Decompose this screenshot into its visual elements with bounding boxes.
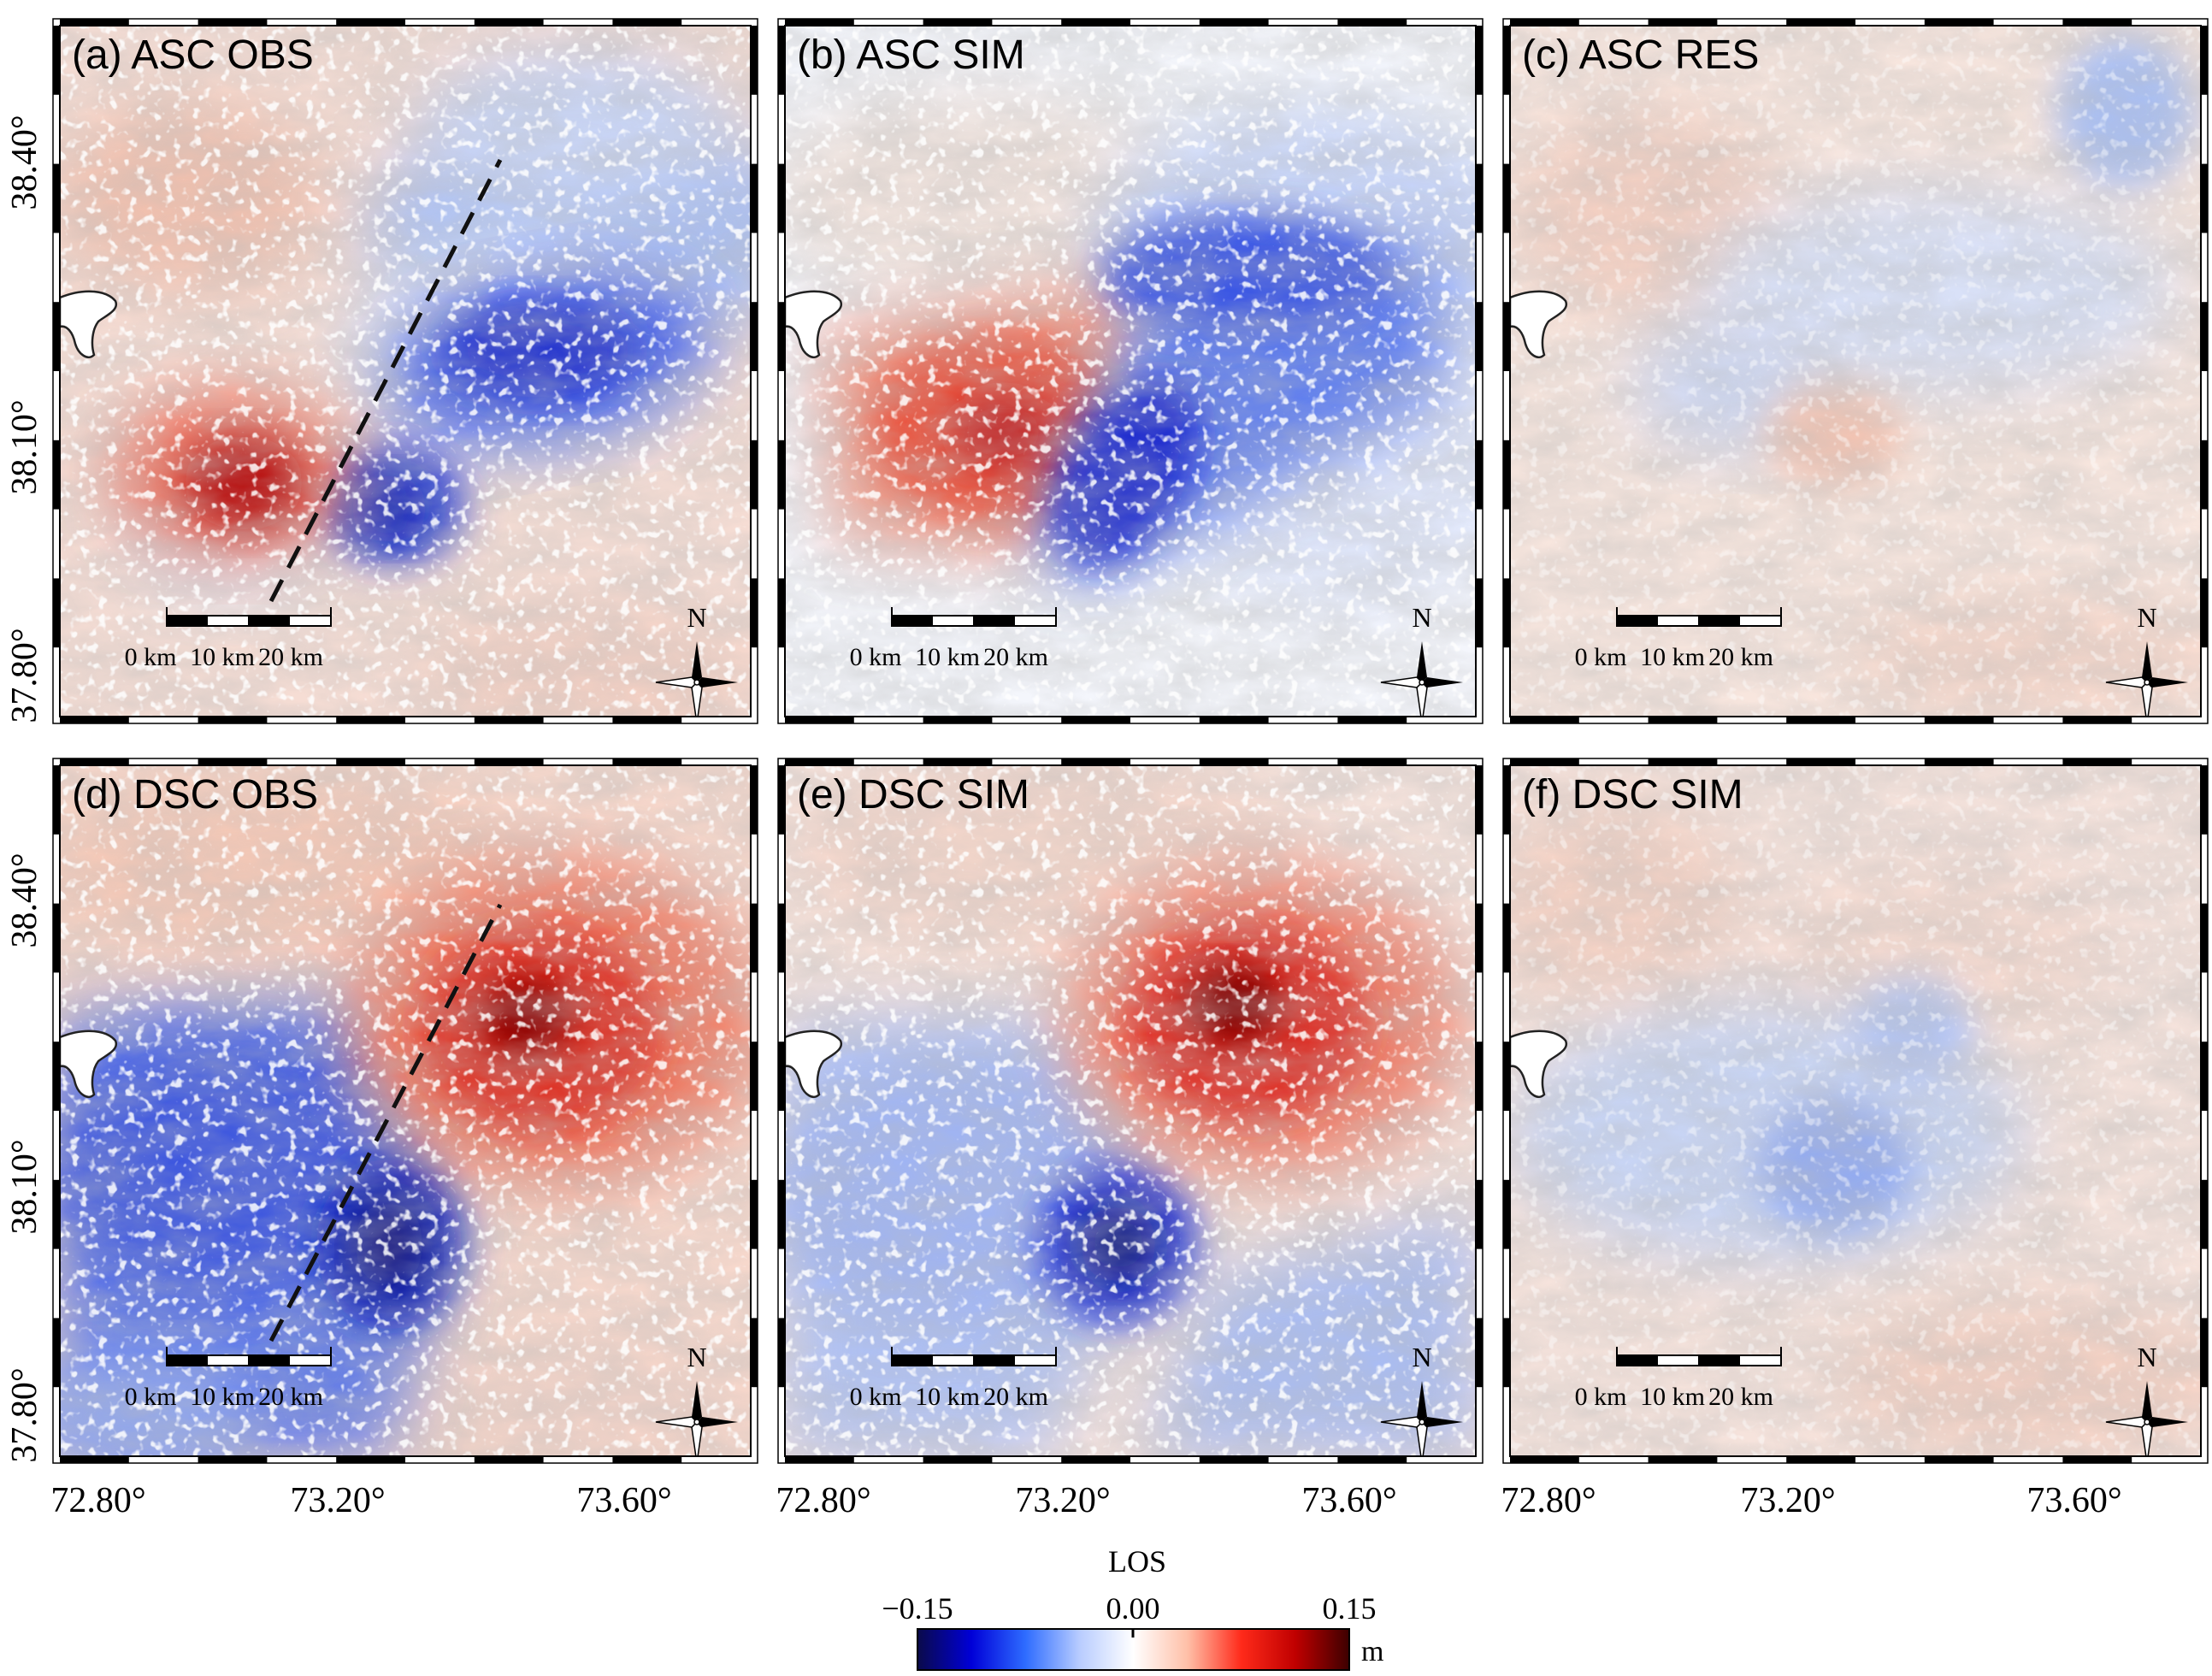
panel-map-area: 0 km 10 km 20 km N xyxy=(60,765,751,1456)
lake-outline xyxy=(60,1030,118,1098)
colorbar-title: LOS xyxy=(1108,1544,1166,1579)
decorrelation-speckle xyxy=(785,765,1476,1456)
latitude-tick-label: 38.10° xyxy=(5,399,44,494)
north-arrow-label: N xyxy=(1412,602,1431,633)
lake-outline xyxy=(785,1030,843,1098)
scale-bar-label: 20 km xyxy=(1708,643,1773,671)
scale-bar-label: 0 km xyxy=(1575,1383,1627,1411)
map-frame xyxy=(1502,758,2209,1464)
longitude-tick-label: 73.60° xyxy=(576,1481,671,1520)
latitude-tick-label: 38.40° xyxy=(5,853,44,947)
scale-bar-label: 20 km xyxy=(983,643,1048,671)
panel-a: 0 km 10 km 20 km N (a) ASC OBS xyxy=(52,18,758,724)
panel-d: 0 km 10 km 20 km N (d) DSC OBS xyxy=(52,758,758,1464)
colorbar: LOS −0.15 0.00 0.15 m xyxy=(882,1544,1383,1671)
scale-bar-label: 0 km xyxy=(125,1383,177,1411)
longitude-tick-label: 73.60° xyxy=(2026,1481,2121,1520)
panel-title: (e) DSC SIM xyxy=(797,772,1029,817)
north-arrow: N xyxy=(2105,602,2188,717)
scale-bar-label: 10 km xyxy=(1640,643,1705,671)
scale-bar-label: 20 km xyxy=(258,1383,323,1411)
panel-b: 0 km 10 km 20 km N (b) ASC SIM xyxy=(777,18,1484,724)
colorbar-mid-label: 0.00 xyxy=(1106,1591,1160,1626)
decorrelation-speckle xyxy=(785,26,1476,717)
lake-outline xyxy=(785,290,843,358)
panel-title: (a) ASC OBS xyxy=(72,32,314,78)
panel-c: 0 km 10 km 20 km N (c) ASC RES xyxy=(1502,18,2209,724)
latitude-tick-label: 38.40° xyxy=(5,115,44,210)
panel-f: 0 km 10 km 20 km N (f) DSC SIM xyxy=(1502,758,2209,1464)
fault-trace-line xyxy=(268,903,503,1343)
decorrelation-speckle xyxy=(60,765,751,1456)
decorrelation-speckle xyxy=(60,26,751,717)
panel-title: (b) ASC SIM xyxy=(797,32,1025,78)
panel-map-area: 0 km 10 km 20 km N xyxy=(1510,765,2201,1456)
north-arrow-label: N xyxy=(2137,602,2156,633)
latitude-tick-label: 37.80° xyxy=(5,1367,44,1462)
lake-outline xyxy=(60,290,118,358)
longitude-tick-label: 73.20° xyxy=(1740,1481,1835,1520)
panel-map-area: 0 km 10 km 20 km N xyxy=(1510,26,2201,717)
north-arrow-label: N xyxy=(1412,1342,1431,1372)
panel-title: (c) ASC RES xyxy=(1522,32,1759,78)
scale-bar-label: 0 km xyxy=(125,643,177,671)
colorbar-max-label: 0.15 xyxy=(1323,1591,1377,1626)
scale-bar: 0 km 10 km 20 km xyxy=(125,1347,332,1411)
latitude-tick-label: 38.10° xyxy=(5,1139,44,1234)
longitude-tick-label: 72.80° xyxy=(776,1481,870,1520)
scale-bar-label: 10 km xyxy=(915,1383,980,1411)
scale-bar: 0 km 10 km 20 km xyxy=(850,1347,1057,1411)
map-frame xyxy=(1502,18,2209,724)
longitude-tick-label: 73.20° xyxy=(1015,1481,1110,1520)
scale-bar-label: 10 km xyxy=(190,1383,255,1411)
north-arrow: N xyxy=(655,1342,738,1456)
scale-bar-label: 20 km xyxy=(1708,1383,1773,1411)
map-frame xyxy=(777,758,1484,1464)
decorrelation-speckle xyxy=(1510,765,2201,1456)
longitude-tick-label: 73.20° xyxy=(290,1481,385,1520)
lake-outline xyxy=(1510,290,1568,358)
scale-bar: 0 km 10 km 20 km xyxy=(1575,607,1782,671)
scale-bar-label: 0 km xyxy=(1575,643,1627,671)
scale-bar-label: 10 km xyxy=(1640,1383,1705,1411)
scale-bar: 0 km 10 km 20 km xyxy=(850,607,1057,671)
north-arrow: N xyxy=(1380,1342,1463,1456)
north-arrow-label: N xyxy=(687,1342,706,1372)
scale-bar-label: 0 km xyxy=(850,1383,902,1411)
scale-bar: 0 km 10 km 20 km xyxy=(1575,1347,1782,1411)
scale-bar-label: 0 km xyxy=(850,643,902,671)
map-frame xyxy=(777,18,1484,724)
north-arrow-label: N xyxy=(2137,1342,2156,1372)
north-arrow: N xyxy=(2105,1342,2188,1456)
panel-map-area: 0 km 10 km 20 km N xyxy=(785,26,1476,717)
panel-title: (d) DSC OBS xyxy=(72,772,318,817)
decorrelation-speckle xyxy=(1510,26,2201,717)
map-frame xyxy=(52,18,758,724)
colorbar-unit: m xyxy=(1361,1636,1383,1667)
lake-outline xyxy=(1510,1030,1568,1098)
latitude-tick-label: 37.80° xyxy=(5,628,44,723)
scale-bar-label: 20 km xyxy=(983,1383,1048,1411)
longitude-tick-label: 72.80° xyxy=(1501,1481,1596,1520)
scale-bar-label: 10 km xyxy=(190,643,255,671)
north-arrow: N xyxy=(1380,602,1463,717)
panel-map-area: 0 km 10 km 20 km N xyxy=(60,26,751,717)
longitude-tick-label: 72.80° xyxy=(50,1481,145,1520)
map-frame xyxy=(52,758,758,1464)
panel-map-area: 0 km 10 km 20 km N xyxy=(785,765,1476,1456)
north-arrow: N xyxy=(655,602,738,717)
north-arrow-label: N xyxy=(687,602,706,633)
panel-title: (f) DSC SIM xyxy=(1522,772,1743,817)
scale-bar-label: 20 km xyxy=(258,643,323,671)
panel-e: 0 km 10 km 20 km N (e) DSC SIM xyxy=(777,758,1484,1464)
longitude-tick-label: 73.60° xyxy=(1301,1481,1396,1520)
scale-bar-label: 10 km xyxy=(915,643,980,671)
scale-bar: 0 km 10 km 20 km xyxy=(125,607,332,671)
colorbar-min-label: −0.15 xyxy=(882,1591,953,1626)
fault-trace-line xyxy=(268,158,503,603)
